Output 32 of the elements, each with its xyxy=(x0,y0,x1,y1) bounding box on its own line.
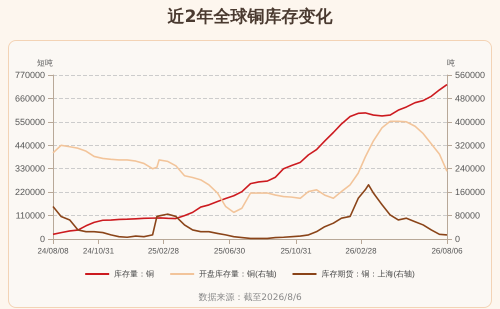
legend-label: 库存量：铜 xyxy=(114,270,154,278)
y-tick-label: 0 xyxy=(40,234,45,244)
y-axis-title: 短吨 xyxy=(37,58,53,68)
y2-tick-label: 480000 xyxy=(455,93,486,104)
x-tick-label: 25/02/28 xyxy=(148,246,180,256)
x-tick-label: 26/02/28 xyxy=(345,246,378,256)
y-tick-label: 330000 xyxy=(14,164,45,174)
x-tick-label: 24/08/08 xyxy=(37,246,70,256)
line-series xyxy=(52,84,448,236)
x-tick-label: 25/06/30 xyxy=(214,246,246,256)
y2-axis-title: 吨 xyxy=(447,58,455,68)
y-tick-label: 770000 xyxy=(14,70,45,80)
y-tick-label: 660000 xyxy=(14,93,45,104)
line-series xyxy=(52,120,448,214)
y2-tick-label: 160000 xyxy=(455,187,486,198)
x-tick-label: 24/10/31 xyxy=(82,246,115,256)
y-tick-label: 550000 xyxy=(14,116,45,127)
x-tick-label: 26/08/06 xyxy=(431,246,464,256)
y2-tick-label: 80000 xyxy=(455,210,480,221)
y2-tick-label: 560000 xyxy=(455,70,486,80)
y-tick-label: 110000 xyxy=(16,210,45,221)
y-tick-label: 220000 xyxy=(14,187,45,198)
y2-tick-label: 400000 xyxy=(455,116,486,127)
chart-title: 近2年全球铜库存变化 xyxy=(166,6,334,28)
source-note: 数据来源：截至2026/8/6 xyxy=(197,292,303,304)
y2-tick-label: 0 xyxy=(455,234,460,244)
legend-label: 库存期货：铜：上海(右轴) xyxy=(322,270,416,278)
y-tick-label: 440000 xyxy=(14,140,45,150)
y2-tick-label: 320000 xyxy=(455,140,486,150)
y2-tick-label: 240000 xyxy=(455,164,486,174)
x-tick-label: 25/10/31 xyxy=(280,246,312,256)
legend-label: 开盘库存量：铜(右轴) xyxy=(199,270,277,278)
